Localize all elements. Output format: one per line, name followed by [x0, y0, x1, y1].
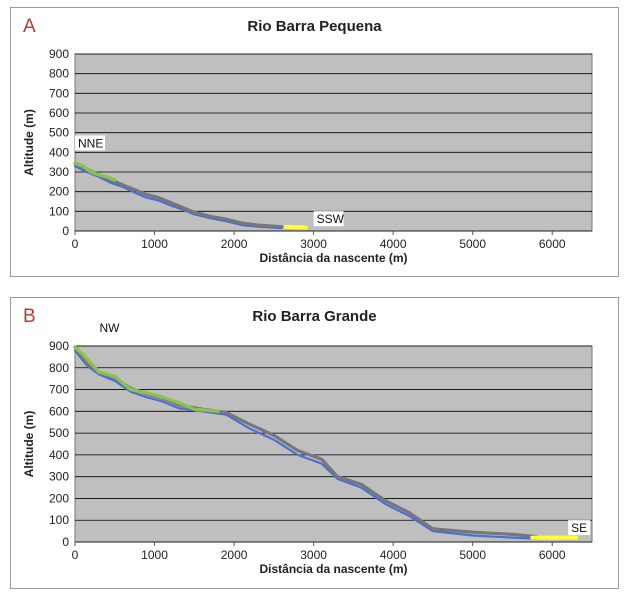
annotation-label: NW	[99, 321, 120, 335]
x-tick-label: 5000	[459, 237, 486, 251]
annotation-box	[96, 319, 119, 335]
x-tick-label: 1000	[141, 548, 168, 562]
annotation-box	[313, 211, 344, 227]
x-tick-label: 0	[72, 237, 79, 251]
panel-label: A	[23, 16, 36, 37]
y-tick-label: 300	[49, 165, 69, 179]
chart-title: Rio Barra Grande	[252, 308, 377, 325]
annotation-label: SE	[571, 521, 587, 535]
y-tick-label: 0	[62, 224, 69, 238]
y-tick-label: 0	[62, 535, 69, 549]
y-tick-label: 700	[49, 86, 69, 100]
y-tick-label: 200	[49, 491, 69, 505]
annotation-label: NNE	[78, 136, 103, 150]
y-tick-label: 500	[49, 426, 69, 440]
x-tick-label: 0	[72, 548, 79, 562]
y-axis-label: Altitude (m)	[22, 411, 36, 478]
y-tick-label: 200	[49, 185, 69, 199]
x-tick-label: 2000	[221, 237, 248, 251]
plot-area	[74, 53, 593, 232]
y-tick-label: 900	[49, 47, 69, 61]
x-tick-label: 3000	[300, 237, 327, 251]
y-tick-label: 100	[49, 204, 69, 218]
y-tick-label: 600	[49, 404, 69, 418]
chart-plot-b: 0 100 200 300 400 500 600 700 800 900 0 1000 2000 300…	[22, 319, 593, 576]
x-tick-label: 3000	[300, 548, 327, 562]
x-tick-label: 4000	[380, 548, 407, 562]
panel-label: B	[23, 306, 36, 327]
y-tick-label: 300	[49, 470, 69, 484]
plot-area	[74, 345, 593, 543]
y-tick-label: 900	[49, 339, 69, 353]
series-line	[73, 345, 220, 414]
chart-title: Rio Barra Pequena	[247, 18, 382, 35]
x-tick-label: 4000	[380, 237, 407, 251]
y-tick-label: 500	[49, 126, 69, 140]
x-tick-label: 2000	[221, 548, 248, 562]
y-tick-label: 700	[49, 383, 69, 397]
y-tick-label: 800	[49, 67, 69, 81]
annotation-label: SSW	[317, 212, 345, 226]
y-tick-label: 800	[49, 361, 69, 375]
y-tick-label: 600	[49, 106, 69, 120]
x-axis-label: Distância da nascente (m)	[259, 562, 407, 576]
x-tick-label: 5000	[459, 548, 486, 562]
x-axis-label: Distância da nascente (m)	[259, 251, 407, 265]
annotation-box	[75, 135, 105, 151]
annotation-box	[568, 520, 591, 536]
x-tick-label: 6000	[539, 237, 566, 251]
series-line	[73, 165, 283, 230]
chart-plot-a: 0 100 200 300 400 500 600 700 800 900 0 1000 2000 300…	[22, 47, 593, 265]
chart-panel-b: B Rio Barra Grande 0 100 200 300 400 500 600 70…	[10, 297, 619, 589]
series-line	[73, 161, 117, 182]
y-tick-label: 100	[49, 513, 69, 527]
y-axis-label: Altitude (m)	[22, 109, 36, 176]
x-tick-label: 6000	[539, 548, 566, 562]
y-tick-label: 400	[49, 145, 69, 159]
series-line	[283, 224, 308, 230]
chart-panel-a: A Rio Barra Pequena 0 100 200 300 400 500 600 7…	[10, 7, 619, 277]
series-line	[73, 349, 538, 540]
x-tick-label: 1000	[141, 237, 168, 251]
y-tick-label: 400	[49, 448, 69, 462]
